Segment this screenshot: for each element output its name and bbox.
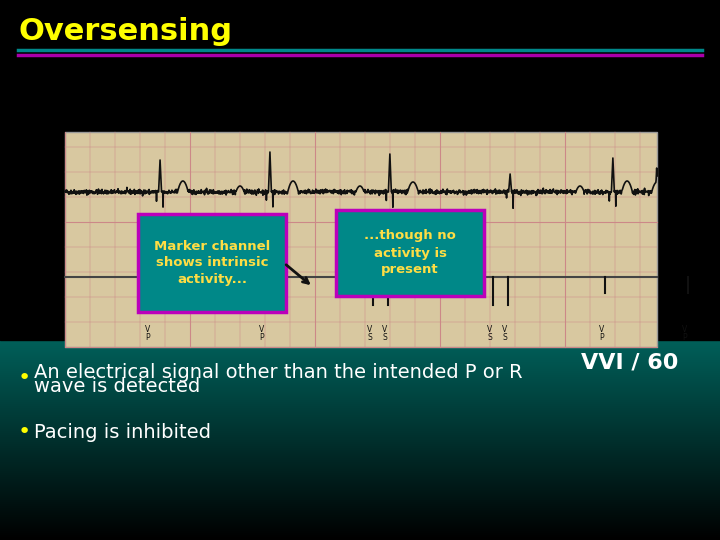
Text: S: S	[368, 333, 372, 341]
Text: V: V	[259, 325, 265, 334]
Text: V: V	[599, 325, 605, 334]
Bar	[138, 214, 286, 312]
Bar	[0, 0, 720, 340]
Text: V: V	[367, 325, 373, 334]
Text: V: V	[382, 325, 387, 334]
Text: V: V	[683, 325, 688, 334]
Text: P: P	[683, 333, 688, 341]
Text: ...though no
activity is
present: ...though no activity is present	[364, 230, 456, 276]
Text: Pacing is inhibited: Pacing is inhibited	[34, 422, 211, 442]
Text: S: S	[503, 333, 508, 341]
Text: An electrical signal other than the intended P or R: An electrical signal other than the inte…	[34, 362, 523, 381]
Text: V: V	[503, 325, 508, 334]
Text: V: V	[487, 325, 492, 334]
Text: wave is detected: wave is detected	[34, 377, 200, 396]
Text: •: •	[18, 422, 31, 442]
Bar	[336, 210, 484, 296]
Bar	[65, 132, 657, 347]
Text: P: P	[600, 333, 604, 341]
Text: S: S	[487, 333, 492, 341]
Text: S: S	[382, 333, 387, 341]
Text: Oversensing: Oversensing	[18, 17, 232, 46]
Text: V: V	[145, 325, 150, 334]
Text: Marker channel
shows intrinsic
activity...: Marker channel shows intrinsic activity.…	[154, 240, 270, 287]
Text: P: P	[145, 333, 150, 341]
Text: P: P	[260, 333, 264, 341]
Text: VVI / 60: VVI / 60	[580, 353, 678, 373]
Text: •: •	[18, 368, 31, 388]
